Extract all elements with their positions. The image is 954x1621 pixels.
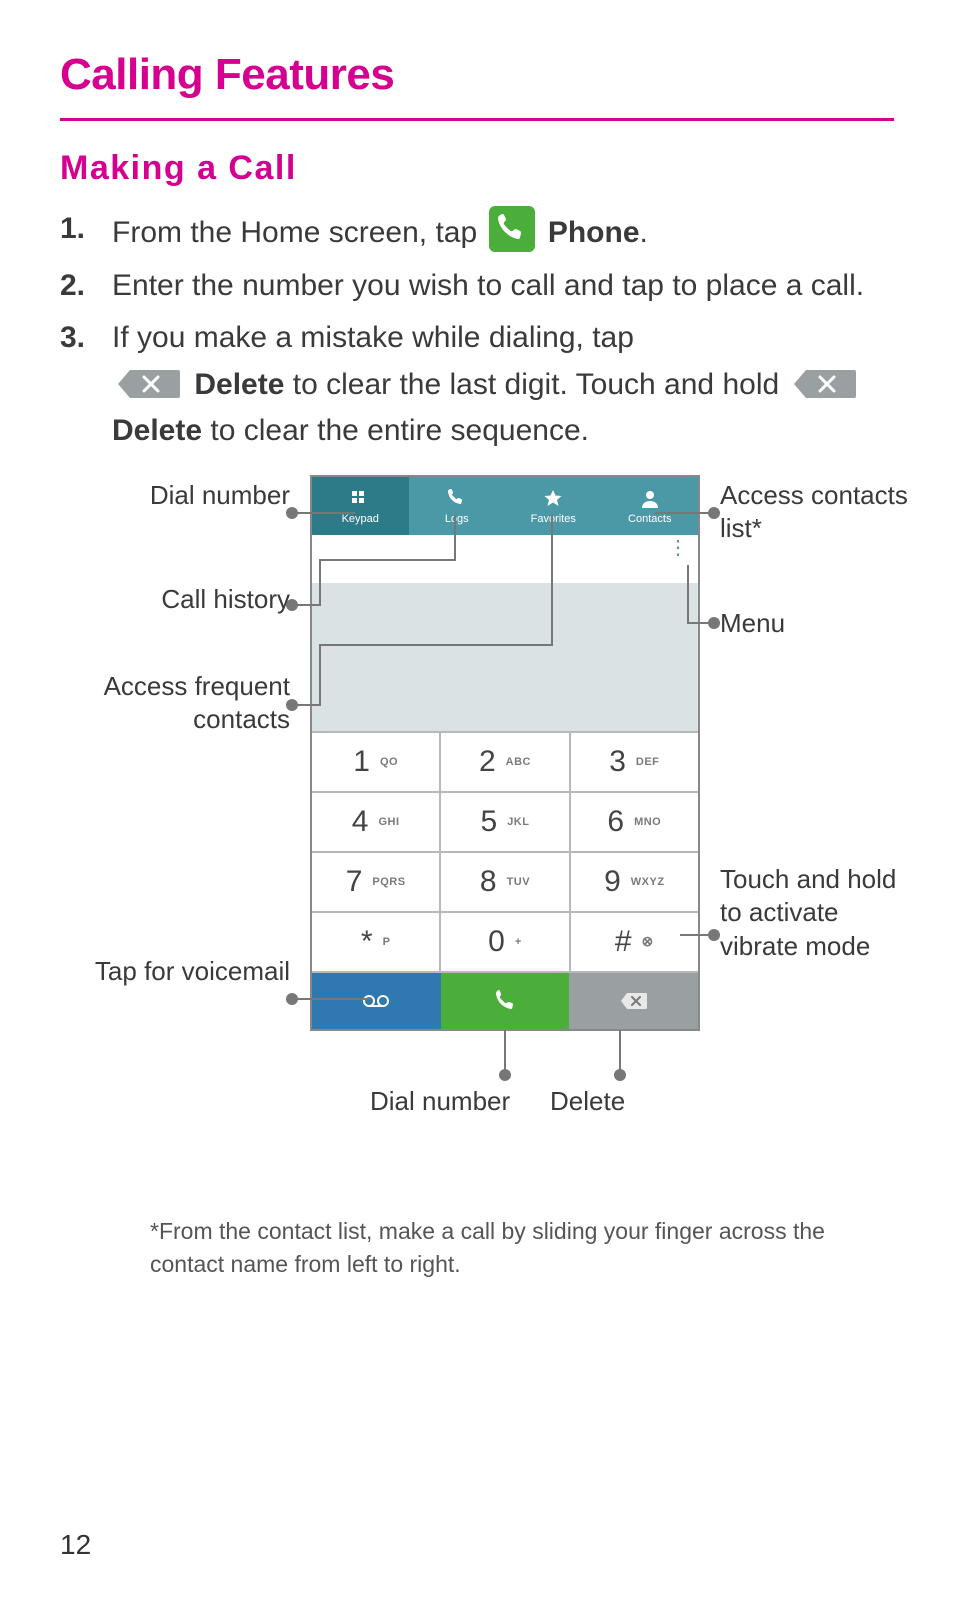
page-title: Calling Features [60, 50, 894, 100]
step-1-bold: Phone [548, 216, 640, 249]
step-3: 3. If you make a mistake while dialing, … [112, 315, 894, 455]
delete-key-icon [792, 366, 858, 402]
annotated-diagram: Keypad Logs Favorites Contacts ⋮ [60, 475, 894, 1155]
step-2-text: Enter the number you wish to call and ta… [112, 269, 864, 302]
step-num: 3. [60, 315, 85, 362]
step-3-del2: Delete [112, 414, 202, 447]
step-1-before: From the Home screen, tap [112, 216, 485, 249]
footnote: *From the contact list, make a call by s… [150, 1215, 894, 1282]
steps-list: 1. From the Home screen, tap Phone. 2. E… [60, 206, 894, 455]
delete-key-icon [116, 366, 182, 402]
phone-app-icon [489, 206, 535, 252]
leader-lines [60, 475, 940, 1155]
step-num: 1. [60, 206, 85, 253]
step-3-l1: If you make a mistake while dialing, tap [112, 321, 634, 354]
title-rule [60, 118, 894, 121]
step-3-l3: to clear the entire sequence. [210, 414, 589, 447]
step-2: 2. Enter the number you wish to call and… [112, 263, 894, 310]
step-1-tail: . [640, 216, 648, 249]
step-3-del1: Delete [194, 368, 284, 401]
step-1: 1. From the Home screen, tap Phone. [112, 206, 894, 257]
section-title: Making a Call [60, 149, 894, 188]
page-number: 12 [60, 1529, 91, 1561]
step-num: 2. [60, 263, 85, 310]
step-3-l2: to clear the last digit. Touch and hold [293, 368, 788, 401]
